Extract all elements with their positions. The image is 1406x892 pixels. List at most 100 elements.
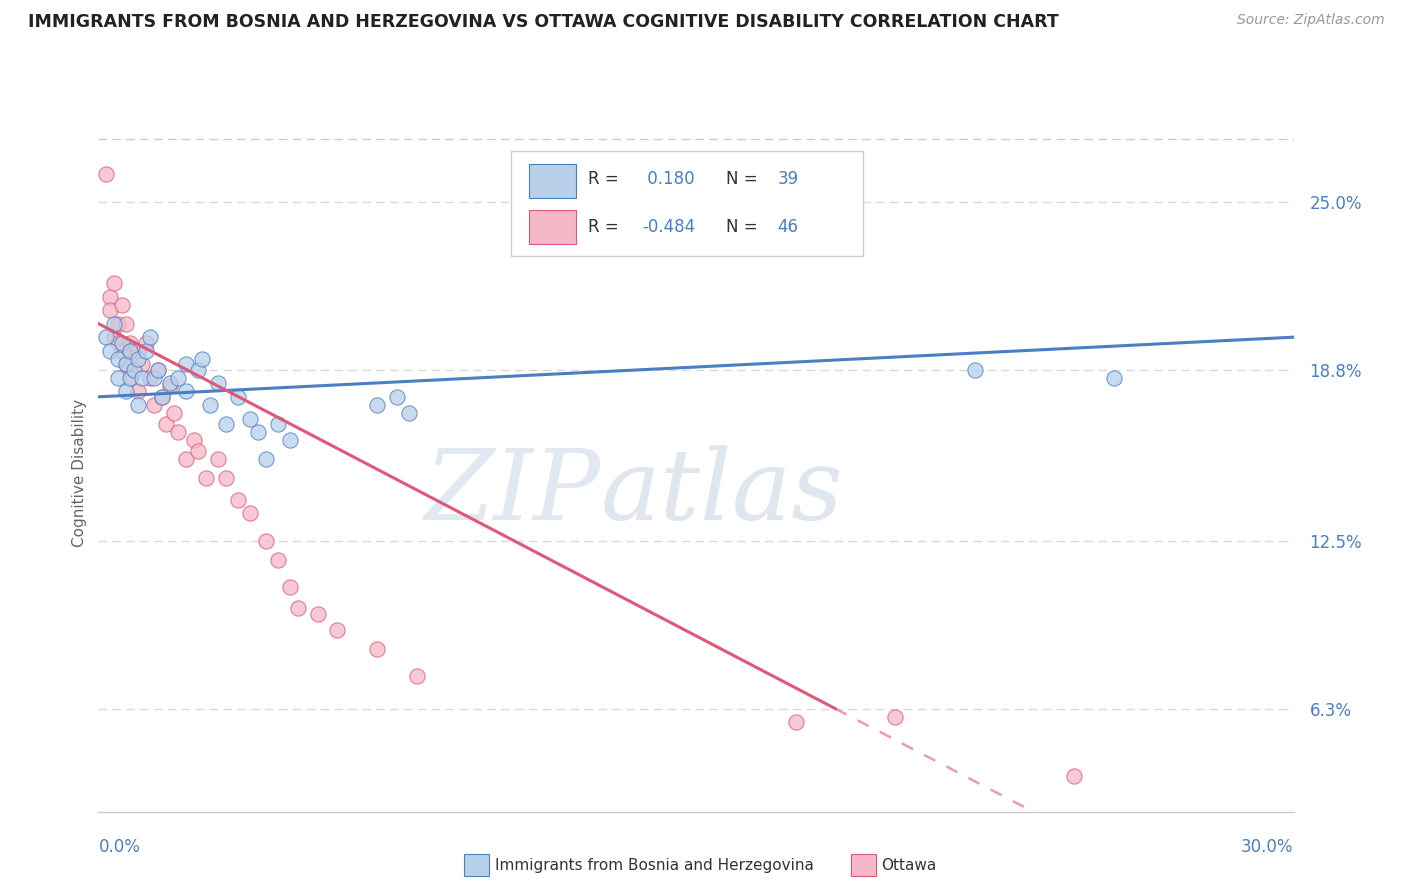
Point [1102,371,1125,385]
Point [139,371,162,385]
Point [143,398,166,412]
Point [194,471,218,485]
Text: N =: N = [725,170,762,188]
Point [239,507,262,521]
Point [963,362,986,376]
Point [183,434,205,448]
Point [884,710,907,724]
Point [385,390,409,404]
Text: N =: N = [725,218,762,235]
Text: Ottawa: Ottawa [882,858,936,872]
Point [120,335,142,350]
Y-axis label: Cognitive Disability: Cognitive Disability [72,399,87,547]
Point [131,371,153,385]
Point [120,343,142,358]
Point [215,417,238,431]
Point [785,715,807,730]
Text: 0.0%: 0.0% [98,838,141,856]
Point [135,335,157,350]
Point [115,357,138,371]
Point [326,623,349,637]
FancyBboxPatch shape [510,151,863,256]
Point [254,533,277,548]
Point [127,398,149,412]
Point [187,444,209,458]
Point [115,317,138,331]
Point [124,362,146,376]
Text: R =: R = [588,170,624,188]
Point [96,168,118,182]
Text: atlas: atlas [600,445,844,541]
Point [103,276,125,290]
Point [366,398,388,412]
Point [1063,769,1085,783]
Text: -0.484: -0.484 [643,218,696,235]
FancyBboxPatch shape [529,210,576,244]
Point [155,417,177,431]
Point [111,298,134,312]
Point [148,362,170,376]
Point [148,362,170,376]
Point [150,390,173,404]
Point [198,398,221,412]
Point [98,303,122,318]
Point [215,471,238,485]
Point [174,452,197,467]
Point [278,580,301,594]
Point [167,371,190,385]
Point [159,379,181,393]
Text: R =: R = [588,218,624,235]
Point [267,552,290,566]
Point [366,642,388,657]
Text: 39: 39 [778,170,799,188]
Point [120,371,142,385]
Point [107,351,129,366]
Text: IMMIGRANTS FROM BOSNIA AND HERZEGOVINA VS OTTAWA COGNITIVE DISABILITY CORRELATIO: IMMIGRANTS FROM BOSNIA AND HERZEGOVINA V… [28,13,1059,31]
Point [246,425,269,439]
Text: 30.0%: 30.0% [1241,838,1294,856]
Point [98,343,122,358]
Point [207,376,229,391]
Point [103,317,125,331]
Point [207,452,229,467]
Point [287,601,309,615]
Point [107,371,129,385]
Point [98,289,122,303]
Point [226,390,249,404]
Text: ZIP: ZIP [425,445,600,541]
Point [226,492,249,507]
Point [127,384,149,399]
Point [111,335,134,350]
Point [96,330,118,344]
Point [127,343,149,358]
Point [159,376,181,391]
Point [131,357,153,371]
Point [150,390,173,404]
Point [278,434,301,448]
Point [107,317,129,331]
Point [115,357,138,371]
Point [120,343,142,358]
Point [143,371,166,385]
Point [398,406,420,420]
Text: 46: 46 [778,218,799,235]
Point [167,425,190,439]
Point [307,607,329,621]
Point [124,362,146,376]
Point [120,371,142,385]
Point [139,330,162,344]
Point [127,351,149,366]
Point [135,343,157,358]
Point [406,669,429,683]
Point [174,384,197,399]
Point [239,411,262,425]
Point [103,330,125,344]
Point [163,406,186,420]
Text: Source: ZipAtlas.com: Source: ZipAtlas.com [1237,13,1385,28]
Point [187,362,209,376]
Point [174,357,197,371]
Point [254,452,277,467]
FancyBboxPatch shape [529,164,576,198]
Point [107,335,129,350]
Point [267,417,290,431]
